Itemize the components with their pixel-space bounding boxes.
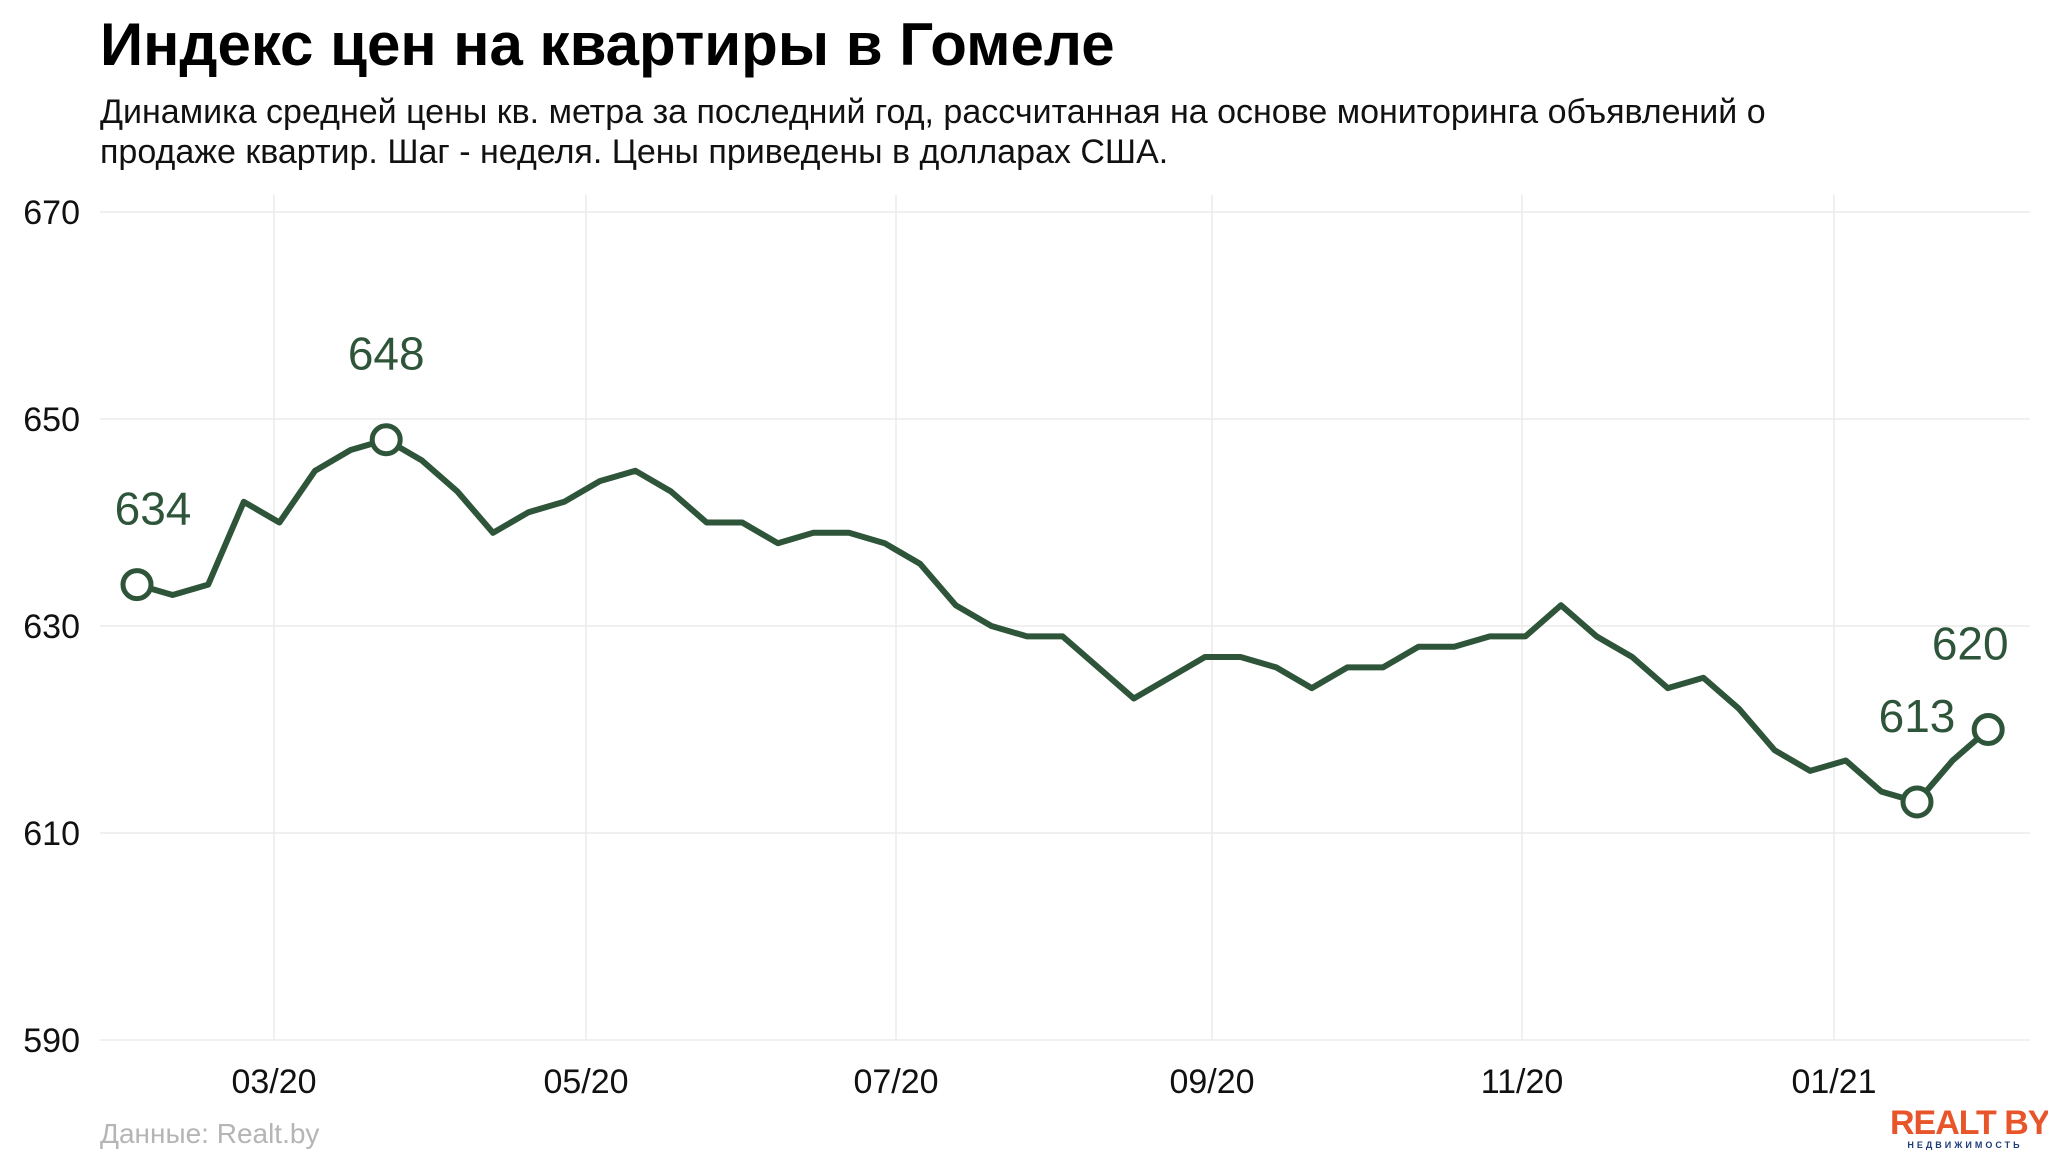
x-tick-label: 11/20 xyxy=(1481,1063,1564,1101)
data-source: Данные: Realt.by xyxy=(100,1118,320,1149)
highlight-marker xyxy=(369,423,403,457)
y-tick-label: 650 xyxy=(23,401,80,439)
x-tick-label: 09/20 xyxy=(1169,1063,1254,1101)
data-label: 634 xyxy=(115,483,192,535)
x-axis-labels: 03/20 05/20 07/20 09/20 11/20 01/21 xyxy=(231,1063,1876,1101)
y-axis-labels: 590 610 630 650 670 xyxy=(23,194,80,1060)
y-tick-label: 630 xyxy=(23,608,80,646)
highlight-marker xyxy=(1900,785,1934,819)
highlight-markers xyxy=(120,423,2005,819)
y-tick-label: 610 xyxy=(23,815,80,853)
logo-text: REALT BY xyxy=(1890,1104,2048,1142)
highlight-marker xyxy=(1971,713,2005,746)
highlight-marker xyxy=(120,568,154,602)
highlight-labels: 634 648 613 620 xyxy=(115,328,2009,742)
y-tick-label: 590 xyxy=(23,1022,80,1060)
x-tick-label: 01/21 xyxy=(1791,1063,1876,1101)
data-label: 613 xyxy=(1879,690,1956,742)
data-label: 648 xyxy=(348,328,425,380)
grid-lines xyxy=(100,195,2030,1041)
x-tick-label: 07/20 xyxy=(853,1063,938,1101)
chart-title: Индекс цен на квартиры в Гомеле xyxy=(100,11,1115,78)
line-chart: 590 610 630 650 670 03/20 05/20 07/20 09/20 11/2… xyxy=(23,194,2030,1101)
chart-subtitle: Динамика средней цены кв. метра за после… xyxy=(100,93,1766,171)
x-tick-label: 05/20 xyxy=(543,1063,628,1101)
logo-subtext: НЕДВИЖИМОСТЬ xyxy=(1907,1140,2023,1150)
data-label: 620 xyxy=(1932,618,2009,670)
realt-logo: REALT BY НЕДВИЖИМОСТЬ xyxy=(1890,1104,2048,1150)
y-tick-label: 670 xyxy=(23,194,80,232)
x-tick-label: 03/20 xyxy=(231,1063,316,1101)
series-line xyxy=(134,436,1992,805)
series-line-layer xyxy=(134,436,1992,805)
